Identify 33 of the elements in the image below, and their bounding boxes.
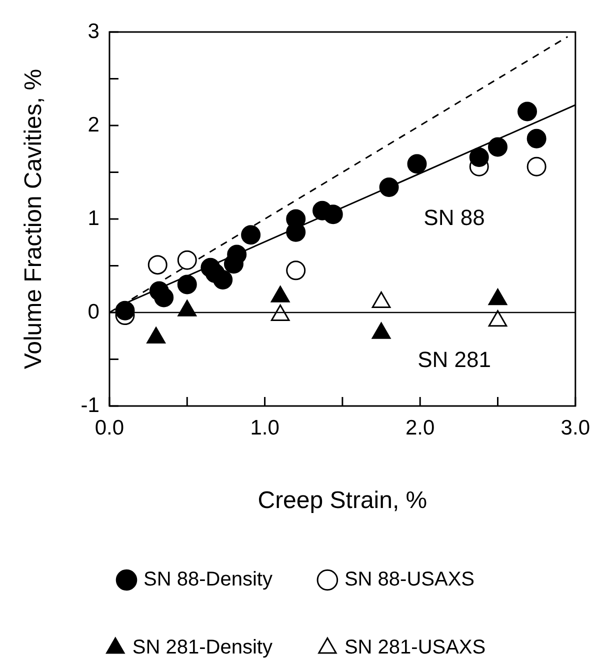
point (115, 300, 135, 320)
point (488, 137, 508, 157)
y-axis-title: Volume Fraction Cavities, % (20, 68, 48, 370)
point (526, 156, 546, 176)
legend-label: SN 88-Density (144, 568, 272, 591)
legend-label: SN 88-USAXS (344, 568, 475, 591)
y-tick-label: -1 (80, 394, 100, 417)
x-axis-title: Creep Strain, % (258, 487, 428, 514)
legend-label: SN 281-USAXS (344, 636, 486, 659)
y-tick-label: 3 (88, 20, 100, 43)
point (154, 288, 174, 308)
point (213, 270, 233, 290)
x-tick-label: 0.0 (94, 416, 124, 440)
annotation: SN 88 (424, 205, 485, 230)
point (323, 204, 343, 224)
point (407, 154, 427, 174)
point (518, 102, 538, 122)
y-tick-label: 1 (88, 206, 100, 230)
point (177, 274, 197, 294)
point (526, 128, 546, 148)
y-tick-label: 0 (88, 300, 100, 324)
point (148, 255, 168, 275)
x-tick-label: 1.0 (250, 416, 280, 440)
y-tick-label: 2 (88, 113, 100, 136)
point (177, 250, 197, 270)
point (469, 148, 489, 168)
annotation: SN 281 (418, 347, 491, 372)
x-tick-label: 2.0 (405, 416, 435, 440)
point (379, 177, 399, 197)
point (286, 260, 306, 280)
point (241, 225, 261, 245)
x-tick-label: 3.0 (560, 416, 590, 440)
legend-label: SN 281-Density (132, 636, 272, 659)
